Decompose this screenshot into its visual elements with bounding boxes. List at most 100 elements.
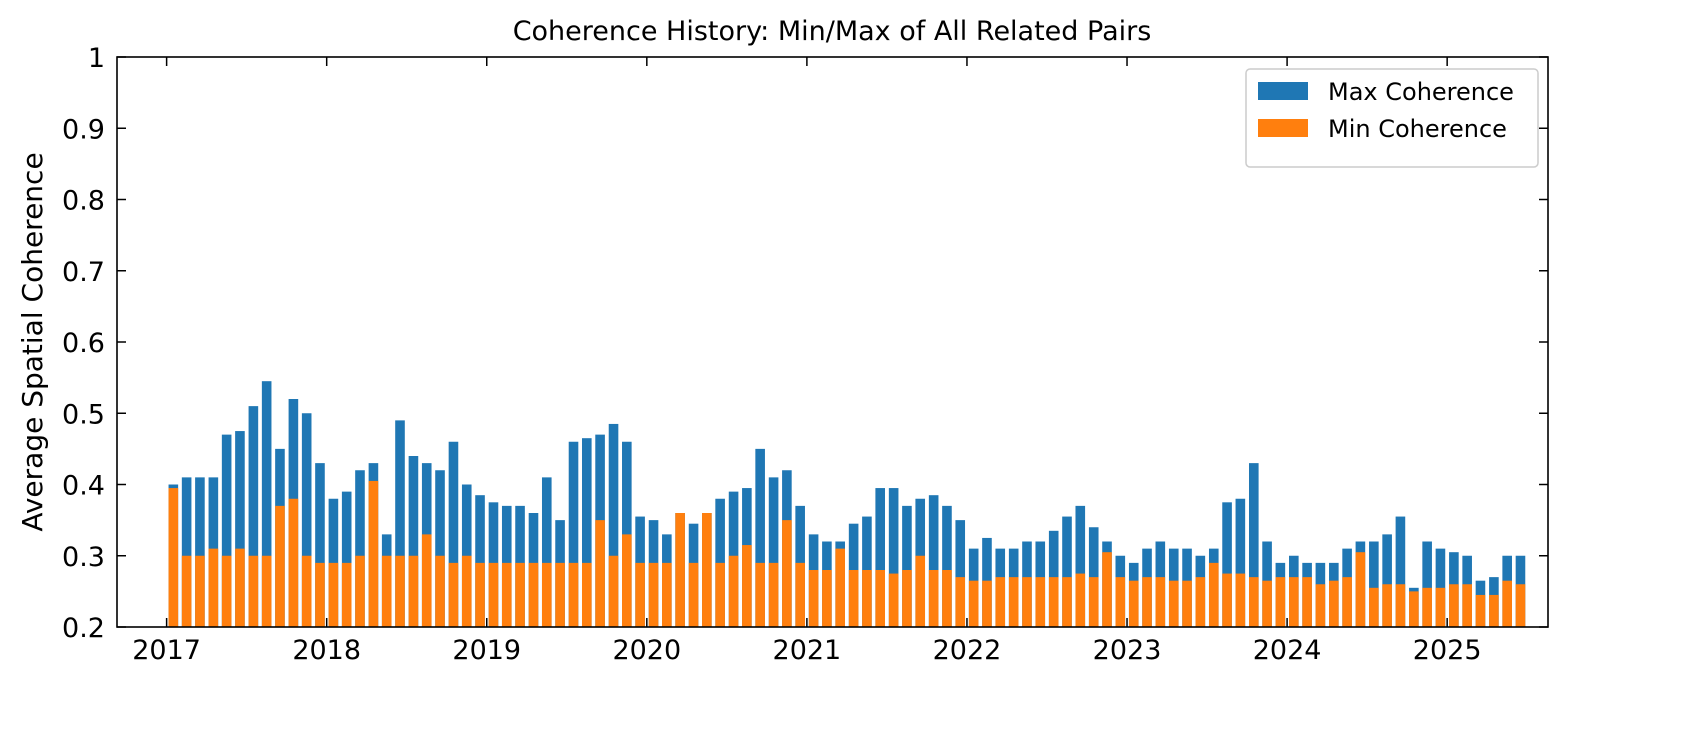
bar	[515, 562, 525, 627]
y-tick-label: 1	[88, 43, 105, 74]
bar	[835, 548, 845, 627]
bar	[1235, 498, 1246, 627]
x-tick-label: 2019	[452, 635, 521, 666]
bar	[181, 555, 192, 627]
bar	[341, 562, 352, 627]
bar	[315, 562, 325, 627]
bar	[608, 555, 619, 627]
bar	[622, 534, 632, 627]
bar	[355, 470, 365, 627]
y-tick-label: 0.9	[62, 114, 105, 145]
bar	[475, 495, 485, 627]
bar	[1369, 541, 1379, 627]
bar	[341, 491, 352, 627]
bar	[1128, 580, 1139, 627]
bar	[1208, 562, 1219, 627]
bar	[1289, 577, 1299, 627]
bar	[1262, 580, 1272, 627]
bar	[301, 413, 312, 627]
bar	[795, 562, 805, 627]
bar	[888, 488, 899, 627]
bar	[1382, 584, 1392, 627]
bar	[1315, 584, 1326, 627]
bar	[888, 573, 899, 627]
bar	[181, 477, 192, 627]
bar	[1222, 573, 1232, 627]
bar	[1369, 587, 1379, 627]
bar	[715, 562, 725, 627]
bar	[581, 438, 592, 627]
bar	[541, 562, 552, 627]
bar	[221, 434, 232, 627]
bar	[261, 555, 272, 627]
bar	[555, 562, 565, 627]
bar	[235, 548, 245, 627]
bar	[328, 562, 339, 627]
plot-area	[168, 381, 1526, 627]
bar	[408, 456, 419, 627]
bar	[768, 562, 779, 627]
bar	[862, 570, 872, 627]
bar	[902, 505, 912, 627]
bar	[1462, 584, 1472, 627]
bar	[1062, 577, 1072, 627]
bar	[1422, 541, 1432, 627]
bar	[1382, 534, 1392, 627]
bar	[995, 577, 1006, 627]
bar	[461, 555, 472, 627]
bar	[902, 570, 912, 627]
x-tick-label: 2020	[612, 635, 681, 666]
y-tick-label: 0.2	[62, 613, 105, 644]
bar	[662, 562, 672, 627]
x-tick-label: 2022	[933, 635, 1002, 666]
bar	[475, 562, 485, 627]
bar	[1489, 594, 1499, 627]
bar	[1088, 577, 1099, 627]
bar	[1449, 584, 1459, 627]
bar	[301, 555, 312, 627]
bar	[688, 562, 699, 627]
bar	[942, 570, 952, 627]
bar	[768, 477, 779, 627]
bar	[395, 555, 405, 627]
bar	[1115, 577, 1126, 627]
legend-swatch	[1258, 119, 1308, 137]
bar	[448, 441, 459, 627]
bar	[448, 562, 459, 627]
legend-label: Max Coherence	[1328, 78, 1514, 106]
bar	[648, 562, 659, 627]
bar	[568, 441, 579, 627]
bar	[288, 498, 299, 627]
bar	[728, 555, 739, 627]
bar	[755, 562, 765, 627]
bar	[488, 562, 499, 627]
bar	[208, 548, 219, 627]
bar	[702, 513, 712, 627]
bar	[1142, 577, 1152, 627]
bar	[915, 555, 926, 627]
bar	[755, 448, 765, 627]
bar	[955, 577, 966, 627]
bar	[275, 505, 285, 627]
bar	[1155, 577, 1166, 627]
bar	[808, 570, 819, 627]
bar	[1035, 577, 1046, 627]
bar	[968, 580, 979, 627]
bar	[1409, 591, 1419, 627]
x-tick-label: 2024	[1253, 635, 1322, 666]
bar	[381, 555, 392, 627]
y-tick-label: 0.4	[62, 471, 105, 502]
bar	[1248, 577, 1259, 627]
legend-label: Min Coherence	[1328, 115, 1507, 143]
x-tick-label: 2021	[773, 635, 842, 666]
bar	[541, 477, 552, 627]
bar	[235, 431, 245, 627]
bar	[1062, 516, 1072, 627]
bar	[1222, 502, 1232, 627]
bar	[1195, 577, 1206, 627]
chart-title: Coherence History: Min/Max of All Relate…	[513, 16, 1152, 47]
y-tick-label: 0.8	[62, 186, 105, 217]
bar	[1275, 577, 1286, 627]
